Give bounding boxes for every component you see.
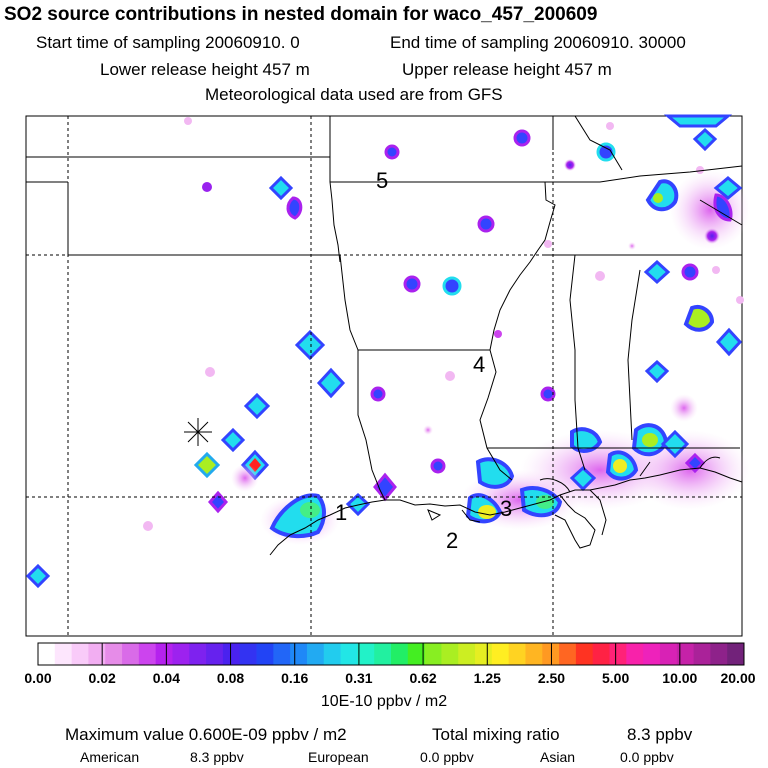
colorbar-swatch [508, 643, 526, 665]
map-frame [25, 115, 743, 637]
colorbar-tick-label: 0.31 [345, 670, 373, 686]
source-asian-name: Asian [540, 749, 576, 765]
source-american-value: 8.3 ppbv [190, 749, 244, 765]
colorbar-swatch [122, 643, 140, 665]
total-mixing-label: Total mixing ratio [432, 725, 560, 744]
colorbar-swatch [357, 643, 375, 665]
region-label-4: 4 [473, 352, 485, 377]
colorbar-tick-label: 0.08 [216, 670, 245, 686]
colorbar-swatch [38, 643, 56, 665]
region-label-1: 1 [335, 500, 347, 525]
colorbar-tick-label: 5.00 [602, 670, 630, 686]
colorbar-tick-label: 2.50 [537, 670, 566, 686]
colorbar-swatch [475, 643, 493, 665]
colorbar-swatch [340, 643, 358, 665]
colorbar-swatch [172, 643, 190, 665]
colorbar-tick-label: 0.04 [152, 670, 180, 686]
end-time-label: End time of sampling 20060910. 30000 [390, 33, 686, 52]
colorbar-swatch [155, 643, 173, 665]
source-american-name: American [80, 749, 140, 765]
colorbar-swatch [189, 643, 207, 665]
colorbar-swatch [71, 643, 89, 665]
colorbar-swatch [458, 643, 476, 665]
upper-height-label: Upper release height 457 m [402, 60, 612, 79]
colorbar-swatch [323, 643, 341, 665]
colorbar-tick-label: 0.00 [24, 670, 52, 686]
region-label-3: 3 [500, 496, 512, 521]
colorbar-swatch [138, 643, 157, 665]
colorbar-swatch [105, 643, 123, 665]
colorbar-swatch [643, 643, 661, 665]
colorbar-swatch [256, 643, 274, 665]
colorbar-frame [37, 642, 745, 666]
colorbar-swatch [659, 643, 678, 665]
source-european-value: 0.0 ppbv [420, 749, 474, 765]
state-boundaries [26, 115, 743, 556]
colorbar [37, 642, 745, 666]
colorbar-swatch [727, 643, 745, 665]
colorbar-tick-label: 0.16 [281, 670, 309, 686]
colorbar-swatch [407, 643, 426, 665]
colorbar-swatch [525, 643, 543, 665]
colorbar-tick-label: 1.25 [473, 670, 501, 686]
max-value-label: Maximum value 0.600E-09 ppbv / m2 [65, 725, 347, 744]
colorbar-swatch [206, 643, 224, 665]
colorbar-swatch [306, 643, 325, 665]
colorbar-swatch [676, 643, 694, 665]
lower-height-label: Lower release height 457 m [100, 60, 310, 79]
met-data-label: Meteorological data used are from GFS [205, 85, 503, 104]
colorbar-swatch [374, 643, 392, 665]
colorbar-swatch [54, 643, 73, 665]
colorbar-swatch [592, 643, 610, 665]
colorbar-units-label: 10E-10 ppbv / m2 [320, 693, 448, 710]
colorbar-swatch [491, 643, 510, 665]
total-mixing-value: 8.3 ppbv [627, 725, 693, 744]
colorbar-swatch [391, 643, 409, 665]
colorbar-swatch [542, 643, 560, 665]
region-label-5: 5 [376, 168, 388, 193]
colorbar-swatch [559, 643, 577, 665]
colorbar-swatch [273, 643, 291, 665]
region-label-2: 2 [446, 528, 458, 553]
source-asian-value: 0.0 ppbv [620, 749, 674, 765]
start-time-label: Start time of sampling 20060910. 0 [36, 33, 300, 52]
colorbar-swatch [441, 643, 459, 665]
colorbar-swatch [290, 643, 308, 665]
release-site-marker [184, 418, 212, 446]
colorbar-swatch [222, 643, 241, 665]
colorbar-swatch [424, 643, 442, 665]
colorbar-tick-label: 0.62 [409, 670, 437, 686]
colorbar-swatch [710, 643, 728, 665]
colorbar-swatch [239, 643, 257, 665]
map-title: SO2 source contributions in nested domai… [4, 4, 598, 25]
colorbar-swatch [626, 643, 644, 665]
colorbar-swatch [88, 643, 106, 665]
colorbar-swatch [609, 643, 627, 665]
source-european-name: European [308, 749, 369, 765]
region-labels: 1 2 3 4 5 [335, 168, 512, 553]
colorbar-tick-label: 20.00 [720, 670, 756, 686]
concentration-plumes [25, 114, 750, 589]
colorbar-tick-label: 10.00 [662, 670, 698, 686]
colorbar-swatch [575, 643, 594, 665]
colorbar-tick-label: 0.02 [88, 670, 116, 686]
colorbar-swatch [693, 643, 711, 665]
